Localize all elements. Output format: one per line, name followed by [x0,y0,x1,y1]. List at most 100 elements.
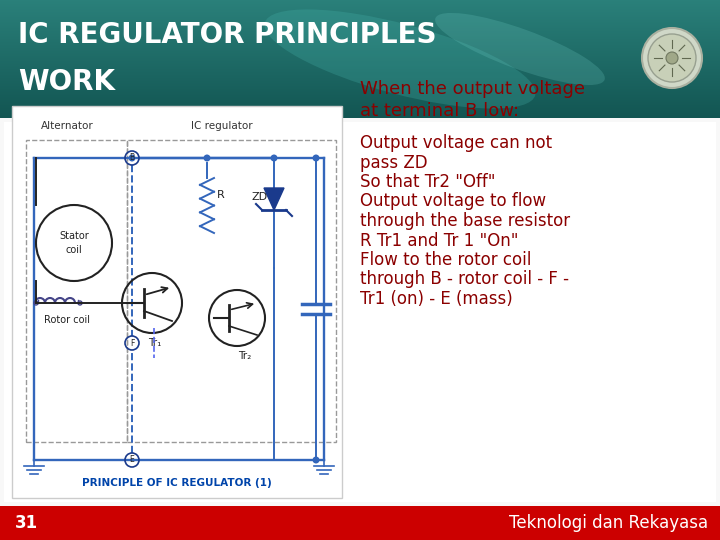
Bar [0,44,720,46]
Bar [0,32,720,34]
Text: So that Tr2 "Off": So that Tr2 "Off" [360,173,495,191]
Bar [0,93,720,95]
Bar [0,3,720,5]
Text: Tr₂: Tr₂ [238,351,251,361]
Bar [0,14,720,15]
Text: Alternator: Alternator [40,121,94,131]
Bar [0,70,720,71]
Bar [0,117,720,118]
Bar [0,79,720,81]
Bar [0,44,720,45]
Circle shape [271,154,277,161]
Bar [0,4,720,6]
Bar [0,57,720,59]
Bar [0,90,720,91]
Text: R Tr1 and Tr 1 "On": R Tr1 and Tr 1 "On" [360,232,518,249]
Bar [0,37,720,39]
Bar [0,58,720,60]
Bar [0,29,720,30]
Bar [0,43,720,44]
Bar [0,36,720,37]
Bar [0,114,720,116]
Bar [0,23,720,24]
Text: E: E [130,456,135,464]
Bar [0,12,720,14]
Bar [0,21,720,22]
Bar [0,68,720,69]
Bar [0,83,720,84]
Text: B: B [130,153,135,163]
Bar [0,42,720,43]
Text: Tr1 (on) - E (mass): Tr1 (on) - E (mass) [360,290,513,308]
Bar [0,105,720,106]
Bar [0,24,720,26]
Bar [0,103,720,104]
Text: Output voltage can not: Output voltage can not [360,134,552,152]
Text: Flow to the rotor coil: Flow to the rotor coil [360,251,531,269]
Bar [0,106,720,108]
Circle shape [312,154,320,161]
Text: IC REGULATOR PRINCIPLES: IC REGULATOR PRINCIPLES [18,21,436,49]
Bar [0,77,720,78]
Ellipse shape [264,9,536,109]
Bar [0,97,720,98]
Bar [0,2,720,3]
Circle shape [128,154,135,161]
Polygon shape [264,188,284,210]
Bar [0,104,720,105]
Bar [0,5,720,7]
Bar [0,69,720,70]
Bar [0,6,720,8]
Circle shape [666,52,678,64]
Bar [0,76,720,77]
Bar [0,28,720,29]
Bar [0,113,720,115]
Bar [0,87,720,89]
Bar [0,91,720,92]
Bar [0,98,720,99]
Bar [0,62,720,63]
Bar [0,33,720,35]
Bar [0,0,720,118]
Text: WORK: WORK [18,68,115,96]
Bar [0,94,720,96]
Bar [0,73,720,75]
Bar [0,111,720,113]
Bar [0,66,720,68]
Circle shape [204,154,210,161]
Bar [0,45,720,47]
Circle shape [642,28,702,88]
Text: Teknologi dan Rekayasa: Teknologi dan Rekayasa [509,514,708,532]
Bar [0,51,720,53]
Bar [0,48,720,49]
Bar [0,91,720,93]
Bar [0,8,720,9]
Bar [0,30,720,32]
Bar [0,110,720,111]
Bar [0,89,720,90]
Circle shape [312,456,320,463]
Bar [0,1,720,2]
Bar [0,46,720,48]
Bar [26,140,127,442]
Bar [0,107,720,109]
Bar [0,64,720,65]
Text: When the output voltage: When the output voltage [360,80,585,98]
Text: Tr₁: Tr₁ [148,338,162,348]
Bar [0,75,720,76]
Bar [12,106,342,498]
Text: Rotor coil: Rotor coil [44,315,90,325]
Bar [0,50,720,51]
Bar [4,122,716,502]
Bar [0,0,720,1]
Bar [0,19,720,21]
Text: ZD: ZD [252,192,268,202]
Bar [0,63,720,64]
Bar [0,9,720,10]
Bar [0,80,720,82]
Bar [0,506,720,540]
Bar [0,84,720,86]
Text: pass ZD: pass ZD [360,153,428,172]
Bar [0,71,720,72]
Text: through the base resistor: through the base resistor [360,212,570,230]
